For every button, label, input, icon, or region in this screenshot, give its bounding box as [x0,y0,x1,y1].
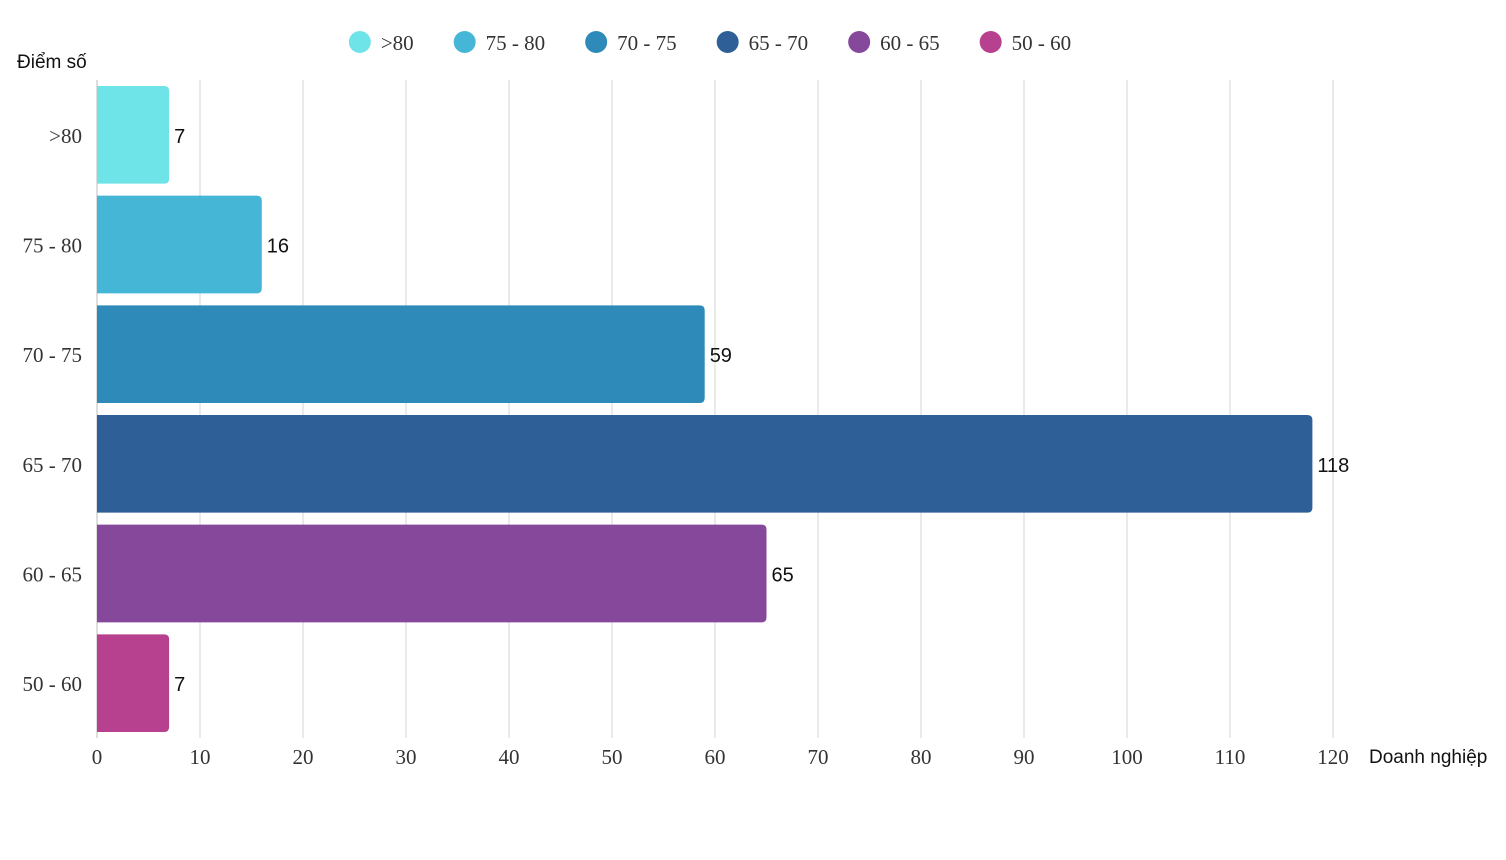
x-tick-label: 70 [808,745,829,769]
legend-swatch [848,31,871,53]
legend-label: 60 - 65 [880,31,940,55]
x-tick-label: 60 [705,745,726,769]
legend-swatch [585,31,608,53]
x-tick-label: 50 [602,745,623,769]
category-label: 65 - 70 [23,453,83,477]
x-tick-label: 0 [92,745,103,769]
x-axis-title: Doanh nghiệp [1369,747,1487,768]
x-tick-label: 110 [1215,745,1246,769]
bar [97,634,170,732]
y-axis-title: Điểm số [17,52,87,73]
category-label: 75 - 80 [23,234,83,258]
legend-label: >80 [381,31,414,55]
category-label: 60 - 65 [23,563,83,587]
legend-swatch [453,31,476,53]
x-tick-label: 100 [1111,745,1143,769]
category-labels: >80 75 - 80 70 - 75 65 - 70 60 - 65 50 - 60 [23,124,83,696]
category-label: 50 - 60 [23,672,83,696]
legend-label: 70 - 75 [617,31,677,55]
legend-swatch [348,31,371,53]
x-tick-label: 20 [293,745,314,769]
grid-lines [96,80,1334,738]
x-tick-labels: 0 10 20 30 40 50 60 70 80 90 100 110 120 [92,745,1349,769]
x-tick-label: 40 [499,745,520,769]
legend-label: 75 - 80 [486,31,546,55]
data-label: 65 [772,565,794,587]
bar [97,524,767,623]
data-label: 59 [710,345,732,367]
legend-swatch [979,31,1002,53]
bars: 7 16 59 118 65 7 [97,86,1349,732]
x-tick-label: 30 [396,745,417,769]
x-tick-label: 10 [190,745,211,769]
data-label: 16 [267,236,289,258]
legend-swatch [716,31,739,53]
category-label: 70 - 75 [23,343,83,367]
x-tick-label: 90 [1014,745,1035,769]
legend-label: 65 - 70 [749,31,809,55]
category-label: >80 [49,124,82,148]
x-tick-label: 120 [1317,745,1349,769]
bar [97,86,170,184]
data-label: 118 [1317,455,1349,477]
legend-label: 50 - 60 [1012,31,1072,55]
x-tick-label: 80 [911,745,932,769]
bar [97,195,262,294]
bar [97,415,1313,513]
legend: >80 75 - 80 70 - 75 65 - 70 60 - 65 50 - 60 [348,31,1072,55]
data-label: 7 [174,126,185,148]
bar [97,305,705,403]
data-label: 7 [174,674,185,696]
